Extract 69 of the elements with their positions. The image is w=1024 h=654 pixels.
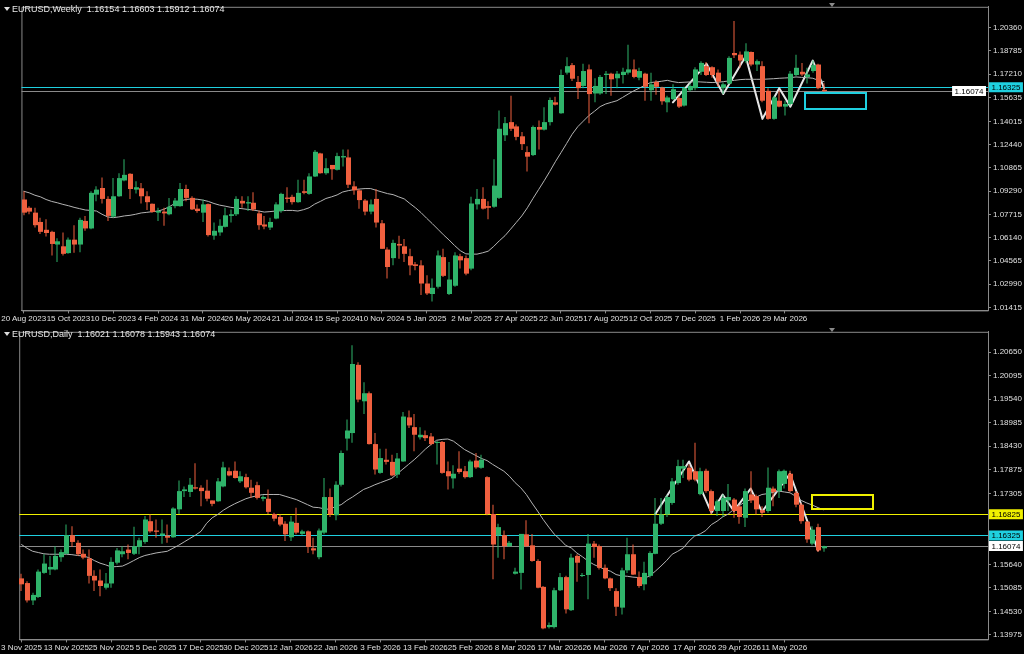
y-tick-label: 1.02990: [993, 279, 1023, 289]
y-tick-label: 1.07715: [993, 209, 1023, 219]
x-tick-label: 3 Feb 2026: [360, 643, 402, 653]
x-tick-label: 13 Nov 2025: [43, 643, 90, 653]
y-tick-label: 1.15085: [993, 583, 1023, 593]
candlestick: [397, 235, 402, 259]
x-tick-label: 26 May 2024: [224, 314, 272, 324]
chart-title: EURUSD,Daily 1.16021 1.16078 1.15943 1.16074: [12, 329, 216, 339]
y-tick-label: 1.20650: [993, 347, 1023, 357]
x-tick-label: 21 Jul 2024: [271, 314, 314, 324]
y-tick-label: 1.20360: [993, 22, 1023, 32]
y-tick-label: 1.14015: [993, 116, 1023, 126]
y-tick-label: 1.15635: [993, 92, 1023, 102]
candlestick: [160, 519, 165, 544]
chart-title: EURUSD,Weekly 1.16154 1.16603 1.15912 1.16074: [12, 4, 225, 14]
y-tick-label: 1.12440: [993, 139, 1023, 149]
ref-line-label: 1.16325: [991, 82, 1021, 92]
x-tick-label: 7 Dec 2025: [674, 314, 717, 324]
x-tick-label: 17 Aug 2025: [583, 314, 629, 324]
y-tick-label: 1.17875: [993, 464, 1023, 474]
x-tick-label: 12 Oct 2025: [628, 314, 673, 324]
x-tick-label: 5 Dec 2025: [135, 643, 178, 653]
x-tick-label: 20 Aug 2023: [1, 314, 47, 324]
x-tick-label: 29 Mar 2026: [762, 314, 808, 324]
x-tick-label: 31 Mar 2024: [180, 314, 226, 324]
x-tick-label: 3 Nov 2025: [1, 643, 43, 653]
x-tick-label: 5 Jan 2025: [406, 314, 447, 324]
ref-line-label: 1.16825: [991, 509, 1021, 519]
y-tick-label: 1.20095: [993, 370, 1023, 380]
x-tick-label: 17 Mar 2026: [537, 643, 583, 653]
x-tick-label: 10 Dec 2023: [90, 314, 137, 324]
y-tick-label: 1.06140: [993, 232, 1023, 242]
x-tick-label: 2 Mar 2025: [451, 314, 493, 324]
x-tick-label: 4 Feb 2024: [137, 314, 179, 324]
y-tick-label: 1.18985: [993, 417, 1023, 427]
x-tick-label: 12 Jan 2026: [268, 643, 314, 653]
y-tick-label: 1.09290: [993, 186, 1023, 196]
ref-line-label: 1.16074: [991, 541, 1021, 551]
y-tick-label: 1.18430: [993, 441, 1023, 451]
y-tick-label: 1.10865: [993, 163, 1023, 173]
y-tick-label: 1.17210: [993, 69, 1023, 79]
x-tick-label: 11 May 2026: [761, 643, 808, 653]
x-tick-label: 17 Apr 2026: [673, 643, 717, 653]
x-tick-label: 29 Apr 2026: [717, 643, 762, 653]
x-tick-label: 22 Jun 2025: [538, 314, 584, 324]
x-tick-label: 15 Oct 2023: [46, 314, 91, 324]
y-tick-label: 1.13975: [993, 630, 1023, 640]
ref-line-label: 1.16074: [954, 86, 985, 96]
y-tick-label: 1.04565: [993, 256, 1023, 266]
y-tick-label: 1.14530: [993, 606, 1023, 616]
x-tick-label: 15 Sep 2024: [314, 314, 361, 324]
x-tick-label: 27 Apr 2025: [494, 314, 539, 324]
x-tick-label: 1 Feb 2026: [719, 314, 761, 324]
x-tick-label: 10 Nov 2024: [359, 314, 406, 324]
candlestick: [732, 20, 737, 58]
x-tick-label: 13 Feb 2026: [402, 643, 449, 653]
x-tick-label: 8 Mar 2026: [494, 643, 536, 653]
y-tick-label: 1.19540: [993, 394, 1023, 404]
x-tick-label: 7 Apr 2026: [630, 643, 670, 653]
x-tick-label: 25 Nov 2025: [88, 643, 135, 653]
y-tick-label: 1.15640: [993, 559, 1023, 569]
ref-line-label: 1.16325: [991, 531, 1021, 541]
y-tick-label: 1.17305: [993, 489, 1023, 499]
candlestick: [435, 441, 440, 465]
x-tick-label: 25 Feb 2026: [447, 643, 494, 653]
x-tick-label: 22 Jan 2026: [313, 643, 359, 653]
y-tick-label: 1.18785: [993, 46, 1023, 56]
x-tick-label: 26 Mar 2026: [582, 643, 628, 653]
y-tick-label: 1.01415: [993, 302, 1023, 312]
